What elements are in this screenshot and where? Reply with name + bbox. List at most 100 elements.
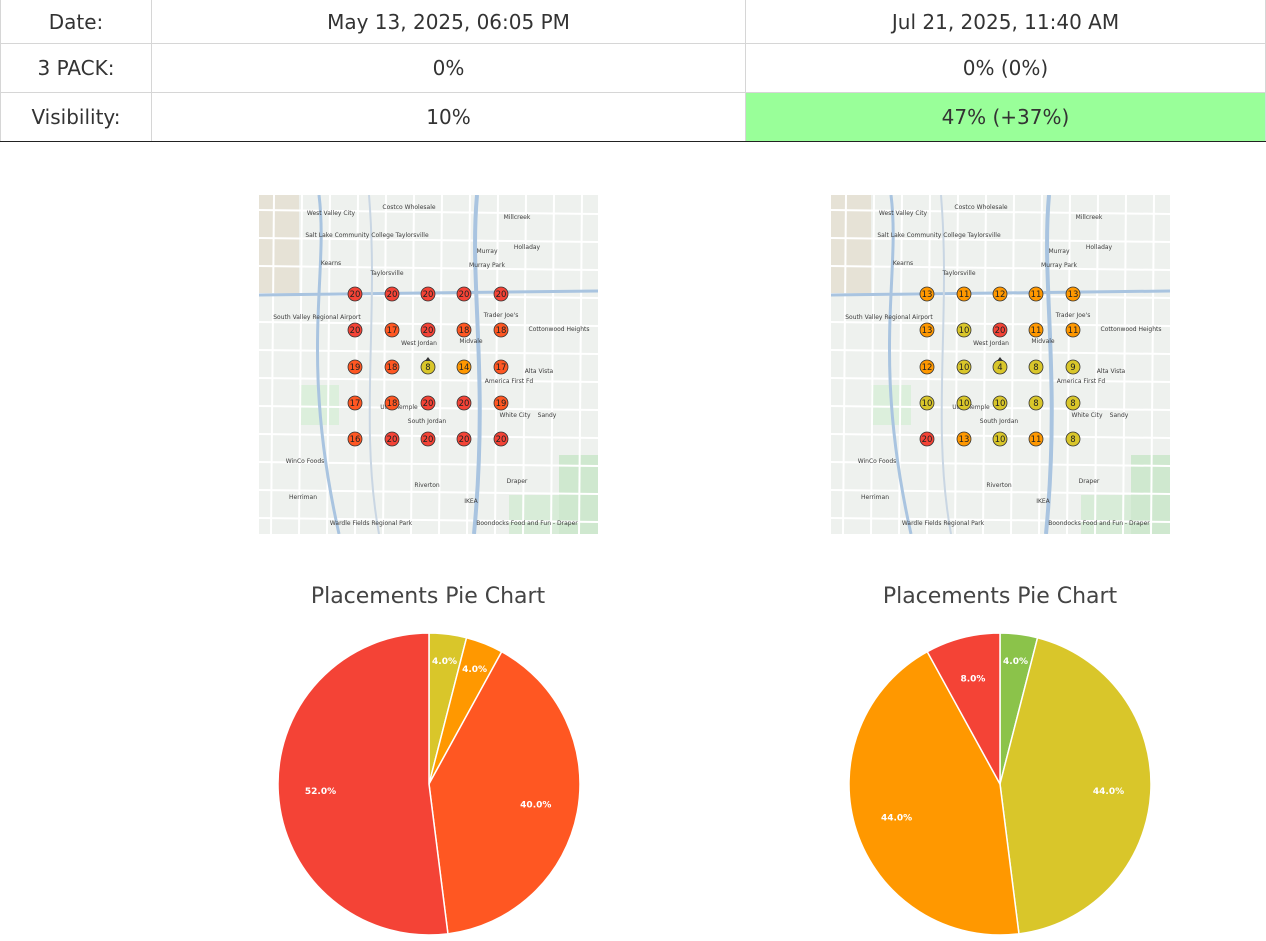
grid-rank-marker[interactable]: 8 (1028, 359, 1044, 375)
grid-rank-value: 8 (425, 363, 430, 373)
grid-rank-marker[interactable]: 8 (1065, 395, 1081, 411)
grid-rank-marker[interactable]: 10 (919, 395, 935, 411)
grid-rank-marker[interactable]: 17 (347, 395, 363, 411)
grid-rank-marker[interactable]: 20 (456, 431, 472, 447)
grid-rank-marker[interactable]: 20 (919, 431, 935, 447)
map-place-label: Sandy (538, 412, 557, 419)
grid-rank-value: 13 (922, 290, 933, 300)
grid-rank-marker[interactable]: 20 (420, 431, 436, 447)
comparison-table: Date: May 13, 2025, 06:05 PM Jul 21, 202… (0, 0, 1266, 142)
rank-grid-map-before[interactable]: West Valley City Costco Wholesale Millcree… (259, 195, 598, 534)
pie-slice[interactable] (848, 650, 1020, 936)
visibility-before: 10% (151, 92, 746, 142)
map-place-label: Costco Wholesale (954, 204, 1007, 211)
map-place-label: Draper (1079, 478, 1100, 485)
map-place-label: IKEA (1036, 498, 1050, 505)
grid-rank-marker[interactable]: 9 (1065, 359, 1081, 375)
grid-rank-marker[interactable]: 13 (919, 322, 935, 338)
grid-rank-marker[interactable]: 18 (384, 395, 400, 411)
placements-pie-chart-after: 4.0% 44.0% 44.0% 8.0% (848, 632, 1152, 936)
map-place-label: Alta Vista (525, 368, 554, 375)
map-place-label: Murray Park (1041, 262, 1077, 269)
grid-rank-marker[interactable]: 20 (384, 286, 400, 302)
map-place-label: Millcreek (504, 214, 531, 221)
grid-rank-marker[interactable]: 13 (956, 431, 972, 447)
grid-rank-marker[interactable]: 11 (956, 286, 972, 302)
grid-rank-value: 20 (423, 435, 434, 445)
grid-rank-marker[interactable]: 10 (956, 359, 972, 375)
grid-rank-marker[interactable]: 10 (992, 431, 1008, 447)
grid-rank-value: 16 (350, 435, 361, 445)
grid-rank-marker[interactable]: 14 (456, 359, 472, 375)
pie-slice[interactable] (999, 636, 1152, 935)
grid-rank-marker[interactable]: 11 (1028, 431, 1044, 447)
grid-rank-marker[interactable]: 10 (956, 322, 972, 338)
grid-rank-value: 13 (959, 435, 970, 445)
grid-rank-value: 4 (997, 363, 1002, 373)
grid-rank-marker[interactable]: 19 (347, 359, 363, 375)
grid-rank-value: 18 (387, 363, 398, 373)
grid-rank-marker[interactable]: 20 (347, 286, 363, 302)
grid-rank-marker[interactable]: 20 (493, 286, 509, 302)
grid-rank-value: 20 (423, 326, 434, 336)
pie-slice[interactable] (428, 650, 581, 935)
grid-rank-marker[interactable]: 18 (456, 322, 472, 338)
map-place-label: Kearns (321, 260, 341, 267)
grid-rank-marker[interactable]: 20 (992, 322, 1008, 338)
grid-rank-marker[interactable]: 18 (384, 359, 400, 375)
pie-slice-label: 40.0% (520, 800, 551, 810)
grid-rank-marker[interactable]: 8 (420, 357, 436, 375)
grid-rank-marker[interactable]: 12 (919, 359, 935, 375)
map-place-label: Kearns (893, 260, 913, 267)
map-place-label: West Jordan (401, 340, 437, 347)
grid-rank-marker[interactable]: 20 (456, 395, 472, 411)
grid-rank-marker[interactable]: 17 (493, 359, 509, 375)
rank-grid-map-after[interactable]: West Valley City Costco Wholesale Millcree… (831, 195, 1170, 534)
grid-rank-marker[interactable]: 13 (919, 286, 935, 302)
map-place-label: Salt Lake Community College Taylorsville (305, 232, 429, 239)
pie-slice[interactable] (277, 632, 449, 936)
grid-rank-marker[interactable]: 10 (956, 395, 972, 411)
grid-rank-marker[interactable]: 18 (493, 322, 509, 338)
map-place-label: Herriman (289, 494, 317, 501)
grid-rank-marker[interactable]: 13 (1065, 286, 1081, 302)
grid-rank-marker[interactable]: 20 (347, 322, 363, 338)
grid-rank-value: 14 (459, 363, 470, 373)
grid-rank-value: 18 (496, 326, 507, 336)
grid-rank-marker[interactable]: 8 (1028, 395, 1044, 411)
grid-rank-value: 11 (1031, 290, 1042, 300)
grid-rank-marker[interactable]: 16 (347, 431, 363, 447)
grid-rank-value: 20 (459, 290, 470, 300)
grid-rank-value: 19 (350, 363, 361, 373)
grid-rank-marker[interactable]: 19 (493, 395, 509, 411)
grid-rank-marker[interactable]: 11 (1065, 322, 1081, 338)
map-place-label: IKEA (464, 498, 478, 505)
date-label: Date: (0, 0, 152, 44)
grid-rank-marker[interactable]: 11 (1028, 322, 1044, 338)
grid-rank-value: 20 (350, 290, 361, 300)
grid-rank-marker[interactable]: 10 (992, 395, 1008, 411)
grid-rank-marker[interactable]: 11 (1028, 286, 1044, 302)
pie-slice-label: 44.0% (1093, 787, 1124, 797)
placements-pie-chart-before: 4.0% 4.0% 40.0% 52.0% (277, 632, 581, 936)
grid-rank-marker[interactable]: 20 (420, 395, 436, 411)
pie-slice[interactable] (926, 632, 1001, 785)
grid-rank-marker[interactable]: 20 (420, 322, 436, 338)
pie-slice-label: 8.0% (960, 675, 985, 685)
grid-rank-marker[interactable]: 17 (384, 322, 400, 338)
grid-rank-marker[interactable]: 20 (420, 286, 436, 302)
grid-rank-marker[interactable]: 4 (992, 357, 1008, 375)
grid-rank-marker[interactable]: 8 (1065, 431, 1081, 447)
map-place-label: Trader Joe's (1055, 312, 1091, 319)
grid-rank-marker[interactable]: 12 (992, 286, 1008, 302)
grid-rank-value: 13 (1068, 290, 1079, 300)
grid-rank-marker[interactable]: 20 (493, 431, 509, 447)
grid-rank-value: 11 (1031, 435, 1042, 445)
grid-rank-marker[interactable]: 20 (384, 431, 400, 447)
grid-rank-value: 20 (423, 399, 434, 409)
3pack-after: 0% (0%) (745, 43, 1266, 93)
grid-rank-value: 20 (496, 290, 507, 300)
map-place-label: Utah Temple (380, 404, 418, 411)
grid-rank-marker[interactable]: 20 (456, 286, 472, 302)
grid-rank-value: 18 (459, 326, 470, 336)
